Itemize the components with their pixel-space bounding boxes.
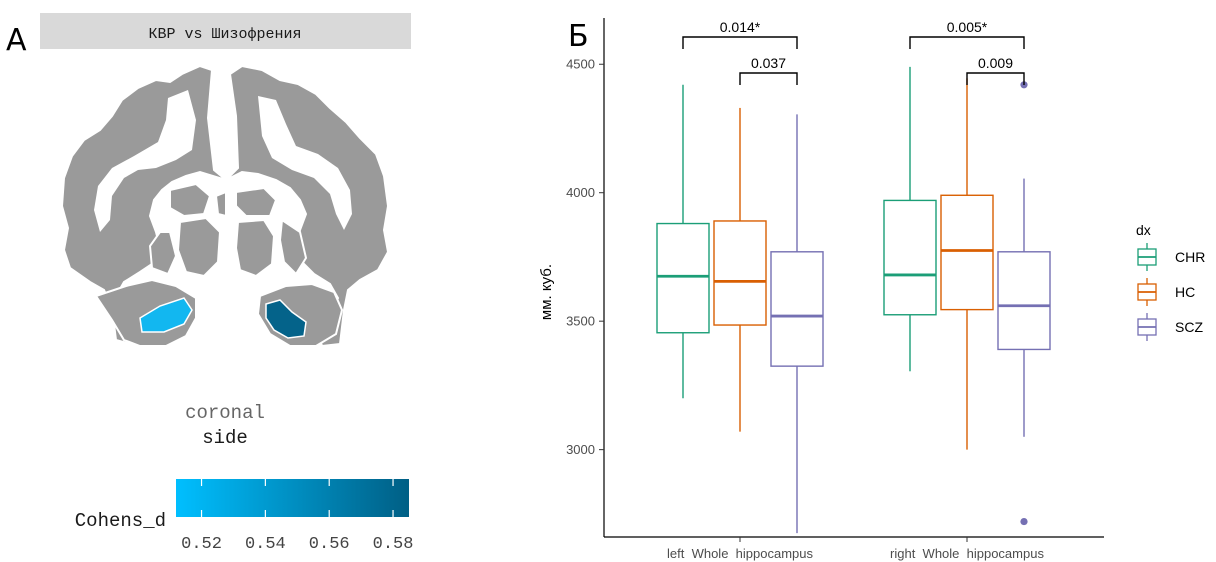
legend-label: CHR bbox=[1175, 249, 1205, 265]
box-hc-1 bbox=[940, 78, 994, 450]
y-axis-ticks: 3000 3500 4000 4500 bbox=[566, 57, 604, 457]
y-tick-label: 3500 bbox=[566, 314, 595, 329]
colorbar-tick-label: 0.54 bbox=[245, 535, 286, 554]
panel-a: А КВР vs Шизофрения coron bbox=[6, 13, 413, 554]
legend-label: HC bbox=[1175, 284, 1195, 300]
y-tick-label: 4000 bbox=[566, 185, 595, 200]
colorbar-tick-label: 0.52 bbox=[181, 535, 222, 554]
x-axis-ticks: left Whole hippocampus right Whole hippoc… bbox=[667, 537, 1044, 561]
legend-title: dx bbox=[1136, 222, 1151, 238]
left-putamen bbox=[176, 216, 222, 278]
panel-b: Б мм. куб. 3000 3500 4000 4500 left Whole h… bbox=[538, 18, 1205, 561]
p-value-label: 0.009 bbox=[978, 55, 1013, 71]
bracket-line bbox=[909, 36, 1025, 49]
view-label-side: side bbox=[202, 427, 248, 449]
legend-item-hc: HC bbox=[1137, 278, 1195, 306]
bracket-line bbox=[682, 36, 798, 49]
box-scz-0 bbox=[770, 114, 824, 534]
box-iqr bbox=[770, 251, 824, 367]
significance-bracket: 0.005* bbox=[909, 19, 1025, 49]
colorbar: 0.52 0.54 0.56 0.58 Cohens_d bbox=[75, 479, 413, 554]
colorbar-title: Cohens_d bbox=[75, 510, 166, 532]
panel-b-label: Б bbox=[568, 19, 589, 54]
legend: dx CHR HC SCZ bbox=[1136, 222, 1205, 341]
x-tick-label: right Whole hippocampus bbox=[890, 546, 1044, 561]
outlier-point bbox=[1020, 517, 1028, 526]
left-inner-gyrus bbox=[94, 90, 196, 232]
box-iqr bbox=[940, 194, 994, 311]
panel-a-title: КВР vs Шизофрения bbox=[148, 26, 301, 43]
y-tick-label: 3000 bbox=[566, 442, 595, 457]
y-tick-label: 4500 bbox=[566, 57, 595, 72]
p-value-label: 0.005* bbox=[947, 19, 988, 35]
bracket-line bbox=[739, 72, 798, 85]
significance-bracket: 0.014* bbox=[682, 19, 798, 49]
left-hippocampus-highlight bbox=[139, 297, 193, 333]
view-label-coronal: coronal bbox=[185, 402, 265, 424]
colorbar-tick-label: 0.58 bbox=[373, 535, 414, 554]
box-chr-0 bbox=[656, 84, 710, 399]
brain-coronal-slice bbox=[60, 64, 390, 348]
legend-item-chr: CHR bbox=[1137, 243, 1205, 271]
boxplots bbox=[656, 66, 1051, 534]
y-axis-label: мм. куб. bbox=[538, 264, 555, 320]
box-iqr bbox=[713, 220, 767, 326]
right-putamen bbox=[234, 218, 276, 278]
left-insula bbox=[148, 231, 178, 276]
left-thalamus bbox=[214, 190, 227, 218]
box-chr-1 bbox=[883, 66, 937, 372]
legend-item-scz: SCZ bbox=[1137, 313, 1203, 341]
box-iqr bbox=[656, 222, 710, 334]
right-inner-gyrus bbox=[258, 96, 352, 230]
panel-a-label: А bbox=[6, 23, 27, 58]
colorbar-tick-label: 0.56 bbox=[309, 535, 350, 554]
significance-brackets: 0.014* 0.037 0.005* 0.009 bbox=[682, 19, 1025, 85]
box-iqr bbox=[883, 199, 937, 316]
colorbar-gradient bbox=[176, 479, 409, 517]
box-hc-0 bbox=[713, 107, 767, 432]
legend-items: CHR HC SCZ bbox=[1137, 243, 1205, 341]
left-caudate bbox=[169, 182, 212, 218]
significance-bracket: 0.037 bbox=[739, 55, 798, 85]
p-value-label: 0.037 bbox=[751, 55, 786, 71]
box-scz-1 bbox=[997, 81, 1051, 526]
box-iqr bbox=[997, 251, 1051, 351]
right-insula bbox=[278, 218, 308, 276]
right-caudate bbox=[235, 186, 278, 217]
colorbar-ticks: 0.52 0.54 0.56 0.58 bbox=[181, 479, 413, 554]
p-value-label: 0.014* bbox=[720, 19, 761, 35]
legend-label: SCZ bbox=[1175, 319, 1203, 335]
significance-bracket: 0.009 bbox=[966, 55, 1025, 85]
panel-a-title-strip bbox=[40, 13, 411, 49]
right-hippocampus-highlight bbox=[265, 299, 307, 339]
x-tick-label: left Whole hippocampus bbox=[667, 546, 813, 561]
bracket-line bbox=[966, 72, 1025, 85]
